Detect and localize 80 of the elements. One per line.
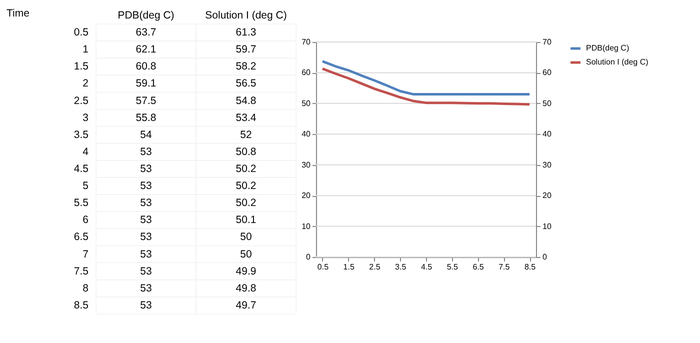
data-label: 60.8 (136, 60, 156, 73)
legend-label: Solution I (deg C) (586, 58, 649, 66)
y2-tick-label: 30 (542, 160, 552, 170)
data-label: 63.7 (136, 26, 156, 39)
y-tick-label: 40 (302, 130, 312, 139)
y2-tick-label: 10 (542, 222, 552, 231)
data-label: 53 (140, 214, 152, 226)
data-label: 59.1 (136, 78, 156, 90)
y-tick-label: 3.5 (74, 128, 89, 141)
y-tick-label: 20 (302, 191, 312, 200)
data-label: 54.8 (236, 94, 256, 107)
data-label: 58.2 (236, 60, 256, 73)
y-tick-label: 8 (82, 282, 89, 294)
y-tick-label: 2.5 (74, 94, 89, 107)
data-label: 52 (240, 128, 252, 141)
data-label: 50.1 (236, 214, 256, 226)
data-label: 53 (140, 248, 152, 260)
y-tick-label: 8.5 (74, 299, 89, 312)
data-label: 53 (140, 197, 152, 210)
y-tick-label: 1 (82, 44, 89, 56)
data-label: 56.5 (236, 78, 256, 90)
y2-tick-label: 70 (542, 38, 552, 46)
y-tick-label: 0.5 (74, 26, 89, 39)
x-tick-label: 8.5 (524, 262, 536, 272)
y-tick-label: 5 (82, 180, 89, 192)
y-tick-label: 30 (302, 160, 312, 170)
data-label: 50.2 (236, 197, 256, 210)
y-tick-label: 0 (306, 252, 312, 262)
y-axis-title: Time (6, 8, 30, 20)
y2-tick-label: 60 (542, 68, 552, 78)
data-label: 61.3 (236, 26, 256, 39)
y-tick-label: 3 (82, 112, 89, 124)
data-label: 53 (140, 231, 152, 244)
x-tick-label: 5.5 (446, 262, 458, 272)
data-label: 49.8 (236, 282, 256, 294)
data-label: 50.2 (236, 163, 256, 175)
y-tick-label: 5.5 (74, 197, 89, 210)
y-tick-label: 60 (302, 68, 312, 78)
data-label: 53 (140, 180, 152, 192)
data-label: 55.8 (136, 112, 156, 124)
data-label: 53 (140, 299, 152, 312)
data-label: 62.1 (136, 44, 156, 56)
y-tick-label: 1.5 (74, 60, 89, 73)
x-tick-label: 0.5 (317, 262, 330, 272)
x-tick-label: 6.5 (472, 262, 484, 272)
data-label: 53 (140, 282, 152, 294)
x-tick-label: 4.5 (420, 262, 433, 272)
y-tick-label: 4.5 (74, 163, 89, 175)
y2-tick-label: 20 (542, 191, 552, 200)
y-tick-label: 10 (302, 222, 312, 231)
data-label: 50.8 (236, 146, 256, 158)
y2-tick-label: 40 (542, 130, 552, 139)
x-tick-label: 1.5 (343, 262, 355, 272)
line-series (321, 60, 531, 96)
data-label: 53.4 (236, 112, 256, 124)
data-label: 50 (240, 231, 252, 244)
y-tick-label: 70 (302, 38, 312, 46)
legend-label: PDB(deg C) (586, 44, 630, 52)
data-label: 50.2 (236, 180, 256, 192)
y-tick-label: 2 (82, 78, 89, 90)
y-tick-label: 50 (302, 98, 312, 108)
x-tick-label: 2.5 (369, 262, 381, 272)
y-tick-label: 4 (82, 146, 89, 158)
y-tick-label: 6.5 (74, 231, 89, 244)
line-series (321, 67, 531, 106)
data-label: 49.9 (236, 265, 256, 278)
y-tick-label: 7 (82, 248, 89, 260)
x-tick-label: 3.5 (395, 262, 407, 272)
x-tick-label: 7.5 (498, 262, 510, 272)
data-label: 54 (140, 128, 152, 141)
data-label: 57.5 (136, 94, 156, 107)
data-label: 53 (140, 163, 152, 175)
data-label: 59.7 (236, 44, 256, 56)
data-label: 53 (140, 265, 152, 278)
data-label: 50 (240, 248, 252, 260)
data-label: 49.7 (236, 299, 256, 312)
y2-tick-label: 0 (542, 252, 548, 262)
data-label: 53 (140, 146, 152, 158)
y2-tick-label: 50 (542, 98, 552, 108)
y-tick-label: 6 (82, 214, 89, 226)
